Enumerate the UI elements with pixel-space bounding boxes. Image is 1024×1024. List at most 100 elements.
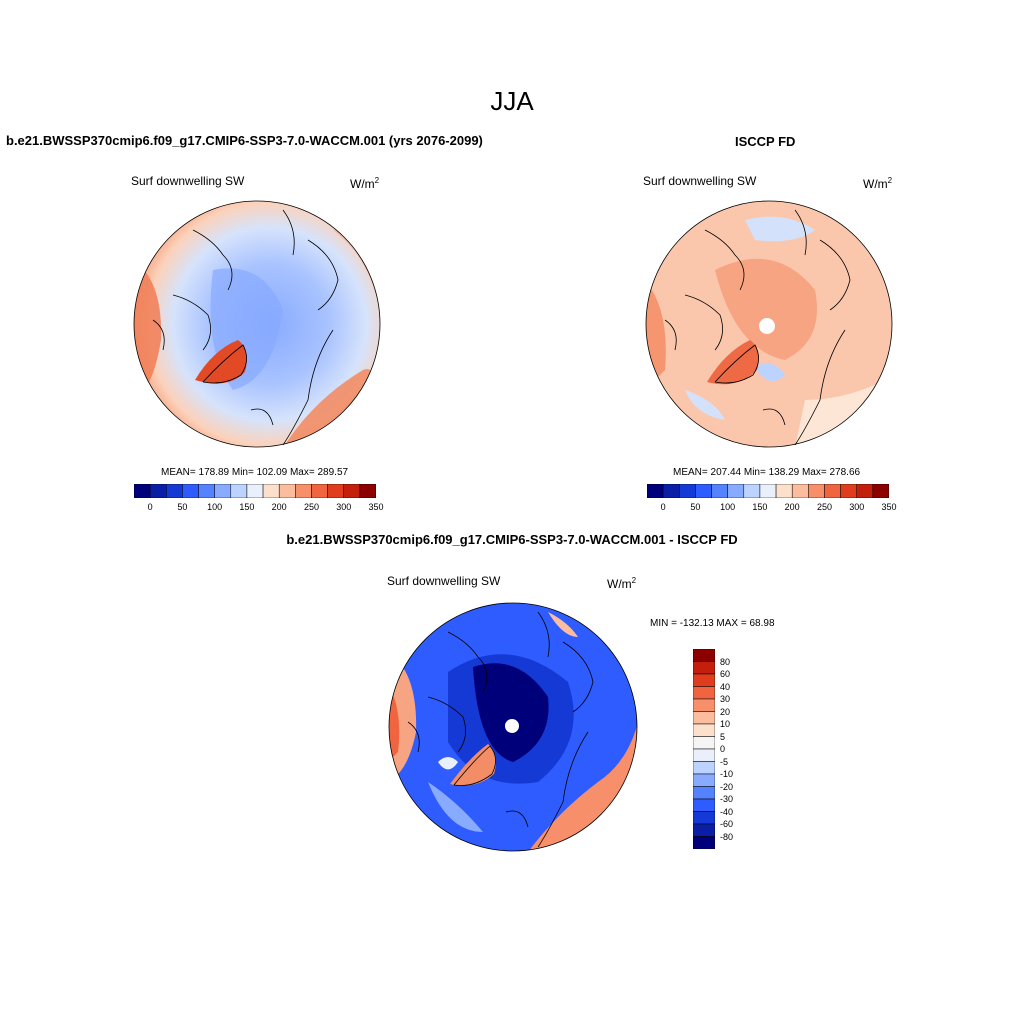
obs-case-title: ISCCP FD <box>735 134 796 149</box>
colorbar-tick-label: 100 <box>207 502 223 512</box>
model-colorbar <box>134 484 376 498</box>
coastlines <box>152 209 339 446</box>
colorbar-swatch <box>679 484 696 498</box>
obs-colorbar-ticks: 0 50 100 150 200 250 300 350 <box>647 502 897 514</box>
diff-colorbar <box>693 649 715 849</box>
colorbar-tick-label: 300 <box>849 502 865 512</box>
model-units-label: W/m2 <box>350 176 380 191</box>
colorbar-tick-label: 50 <box>177 502 188 512</box>
diff-variable-label: Surf downwelling SW <box>387 574 501 588</box>
colorbar-swatch <box>840 484 857 498</box>
colorbar-swatch <box>246 484 264 498</box>
colorbar-tick-label: -5 <box>720 756 729 767</box>
obs-polar-map <box>645 200 893 448</box>
colorbar-swatch <box>295 484 312 498</box>
colorbar-swatch <box>695 484 712 498</box>
colorbar-swatch <box>182 484 199 498</box>
colorbar-swatch <box>214 484 232 498</box>
colorbar-swatch <box>693 786 715 800</box>
colorbar-swatch <box>311 484 328 498</box>
colorbar-tick-label: 150 <box>752 502 768 512</box>
colorbar-swatch <box>343 484 361 498</box>
coastlines <box>664 209 851 446</box>
obs-units-label: W/m2 <box>863 176 893 191</box>
colorbar-tick-label: -60 <box>720 819 734 829</box>
colorbar-swatch <box>166 484 183 498</box>
colorbar-swatch <box>693 823 715 837</box>
colorbar-swatch <box>693 686 715 700</box>
colorbar-swatch <box>693 673 715 687</box>
colorbar-tick-label: -10 <box>720 769 734 779</box>
colorbar-tick-label: 350 <box>368 502 384 512</box>
colorbar-tick-label: 5 <box>720 731 726 742</box>
colorbar-swatch <box>230 484 248 498</box>
colorbar-tick-label: 20 <box>720 706 731 717</box>
figure-title: JJA <box>490 86 534 116</box>
colorbar-tick-label: 50 <box>690 502 701 512</box>
coastlines <box>407 611 594 848</box>
colorbar-tick-label: 250 <box>303 502 319 512</box>
colorbar-tick-label: 0 <box>720 744 726 754</box>
obs-colorbar <box>647 484 889 498</box>
colorbar-swatch <box>693 748 715 762</box>
colorbar-swatch <box>134 484 151 498</box>
colorbar-swatch <box>278 484 296 498</box>
colorbar-tick-label: 40 <box>720 681 731 692</box>
colorbar-swatch <box>808 484 825 498</box>
colorbar-swatch <box>711 484 728 498</box>
diff-case-title: b.e21.BWSSP370cmip6.f09_g17.CMIP6-SSP3-7… <box>286 532 738 547</box>
colorbar-swatch <box>791 484 809 498</box>
colorbar-tick-label: 300 <box>336 502 352 512</box>
colorbar-swatch <box>262 484 280 498</box>
colorbar-swatch <box>759 484 777 498</box>
colorbar-tick-label: 30 <box>720 694 731 704</box>
colorbar-tick-label: 200 <box>271 502 287 512</box>
colorbar-tick-label: 150 <box>239 502 255 512</box>
diff-minmax: MIN = -132.13 MAX = 68.98 <box>650 618 775 629</box>
colorbar-tick-label: 80 <box>720 656 731 667</box>
colorbar-swatch <box>693 736 715 750</box>
colorbar-swatch <box>359 484 376 498</box>
colorbar-tick-label: 350 <box>881 502 897 512</box>
colorbar-swatch <box>693 798 715 812</box>
colorbar-tick-label: 0 <box>660 502 666 512</box>
colorbar-swatch <box>693 698 715 712</box>
colorbar-tick-label: -40 <box>720 806 734 817</box>
colorbar-tick-label: -20 <box>720 781 734 792</box>
colorbar-swatch <box>693 811 715 825</box>
colorbar-swatch <box>693 649 715 662</box>
obs-stats: MEAN= 207.44 Min= 138.29 Max= 278.66 <box>673 467 861 478</box>
colorbar-tick-label: 200 <box>784 502 800 512</box>
colorbar-swatch <box>327 484 344 498</box>
colorbar-swatch <box>775 484 793 498</box>
colorbar-swatch <box>647 484 664 498</box>
colorbar-tick-label: -30 <box>720 794 734 804</box>
colorbar-swatch <box>872 484 889 498</box>
colorbar-swatch <box>662 484 680 498</box>
model-stats: MEAN= 178.89 Min= 102.09 Max= 289.57 <box>161 467 349 478</box>
model-colorbar-ticks: 0 50 100 150 200 250 300 350 <box>134 502 384 514</box>
colorbar-swatch <box>198 484 215 498</box>
model-case-title: b.e21.BWSSP370cmip6.f09_g17.CMIP6-SSP3-7… <box>6 133 483 148</box>
colorbar-tick-label: 100 <box>720 502 736 512</box>
colorbar-swatch <box>693 761 715 775</box>
colorbar-swatch <box>856 484 874 498</box>
model-polar-map <box>133 200 381 448</box>
obs-variable-label: Surf downwelling SW <box>643 174 757 188</box>
colorbar-swatch <box>693 711 715 725</box>
diff-colorbar-ticks: 80 60 40 30 20 10 5 0 -5 -10 -20 -30 -40 -60 -80 <box>720 649 760 849</box>
colorbar-swatch <box>693 723 715 737</box>
colorbar-swatch <box>693 661 715 675</box>
colorbar-tick-label: 250 <box>816 502 832 512</box>
diff-units-label: W/m2 <box>607 576 637 591</box>
colorbar-swatch <box>693 836 715 849</box>
colorbar-swatch <box>824 484 841 498</box>
colorbar-tick-label: 60 <box>720 669 731 679</box>
model-variable-label: Surf downwelling SW <box>131 174 245 188</box>
diff-polar-map <box>388 602 638 852</box>
colorbar-tick-label: 10 <box>720 719 731 729</box>
colorbar-swatch <box>727 484 745 498</box>
colorbar-swatch <box>693 773 715 787</box>
colorbar-tick-label: 0 <box>147 502 153 512</box>
colorbar-swatch <box>743 484 761 498</box>
